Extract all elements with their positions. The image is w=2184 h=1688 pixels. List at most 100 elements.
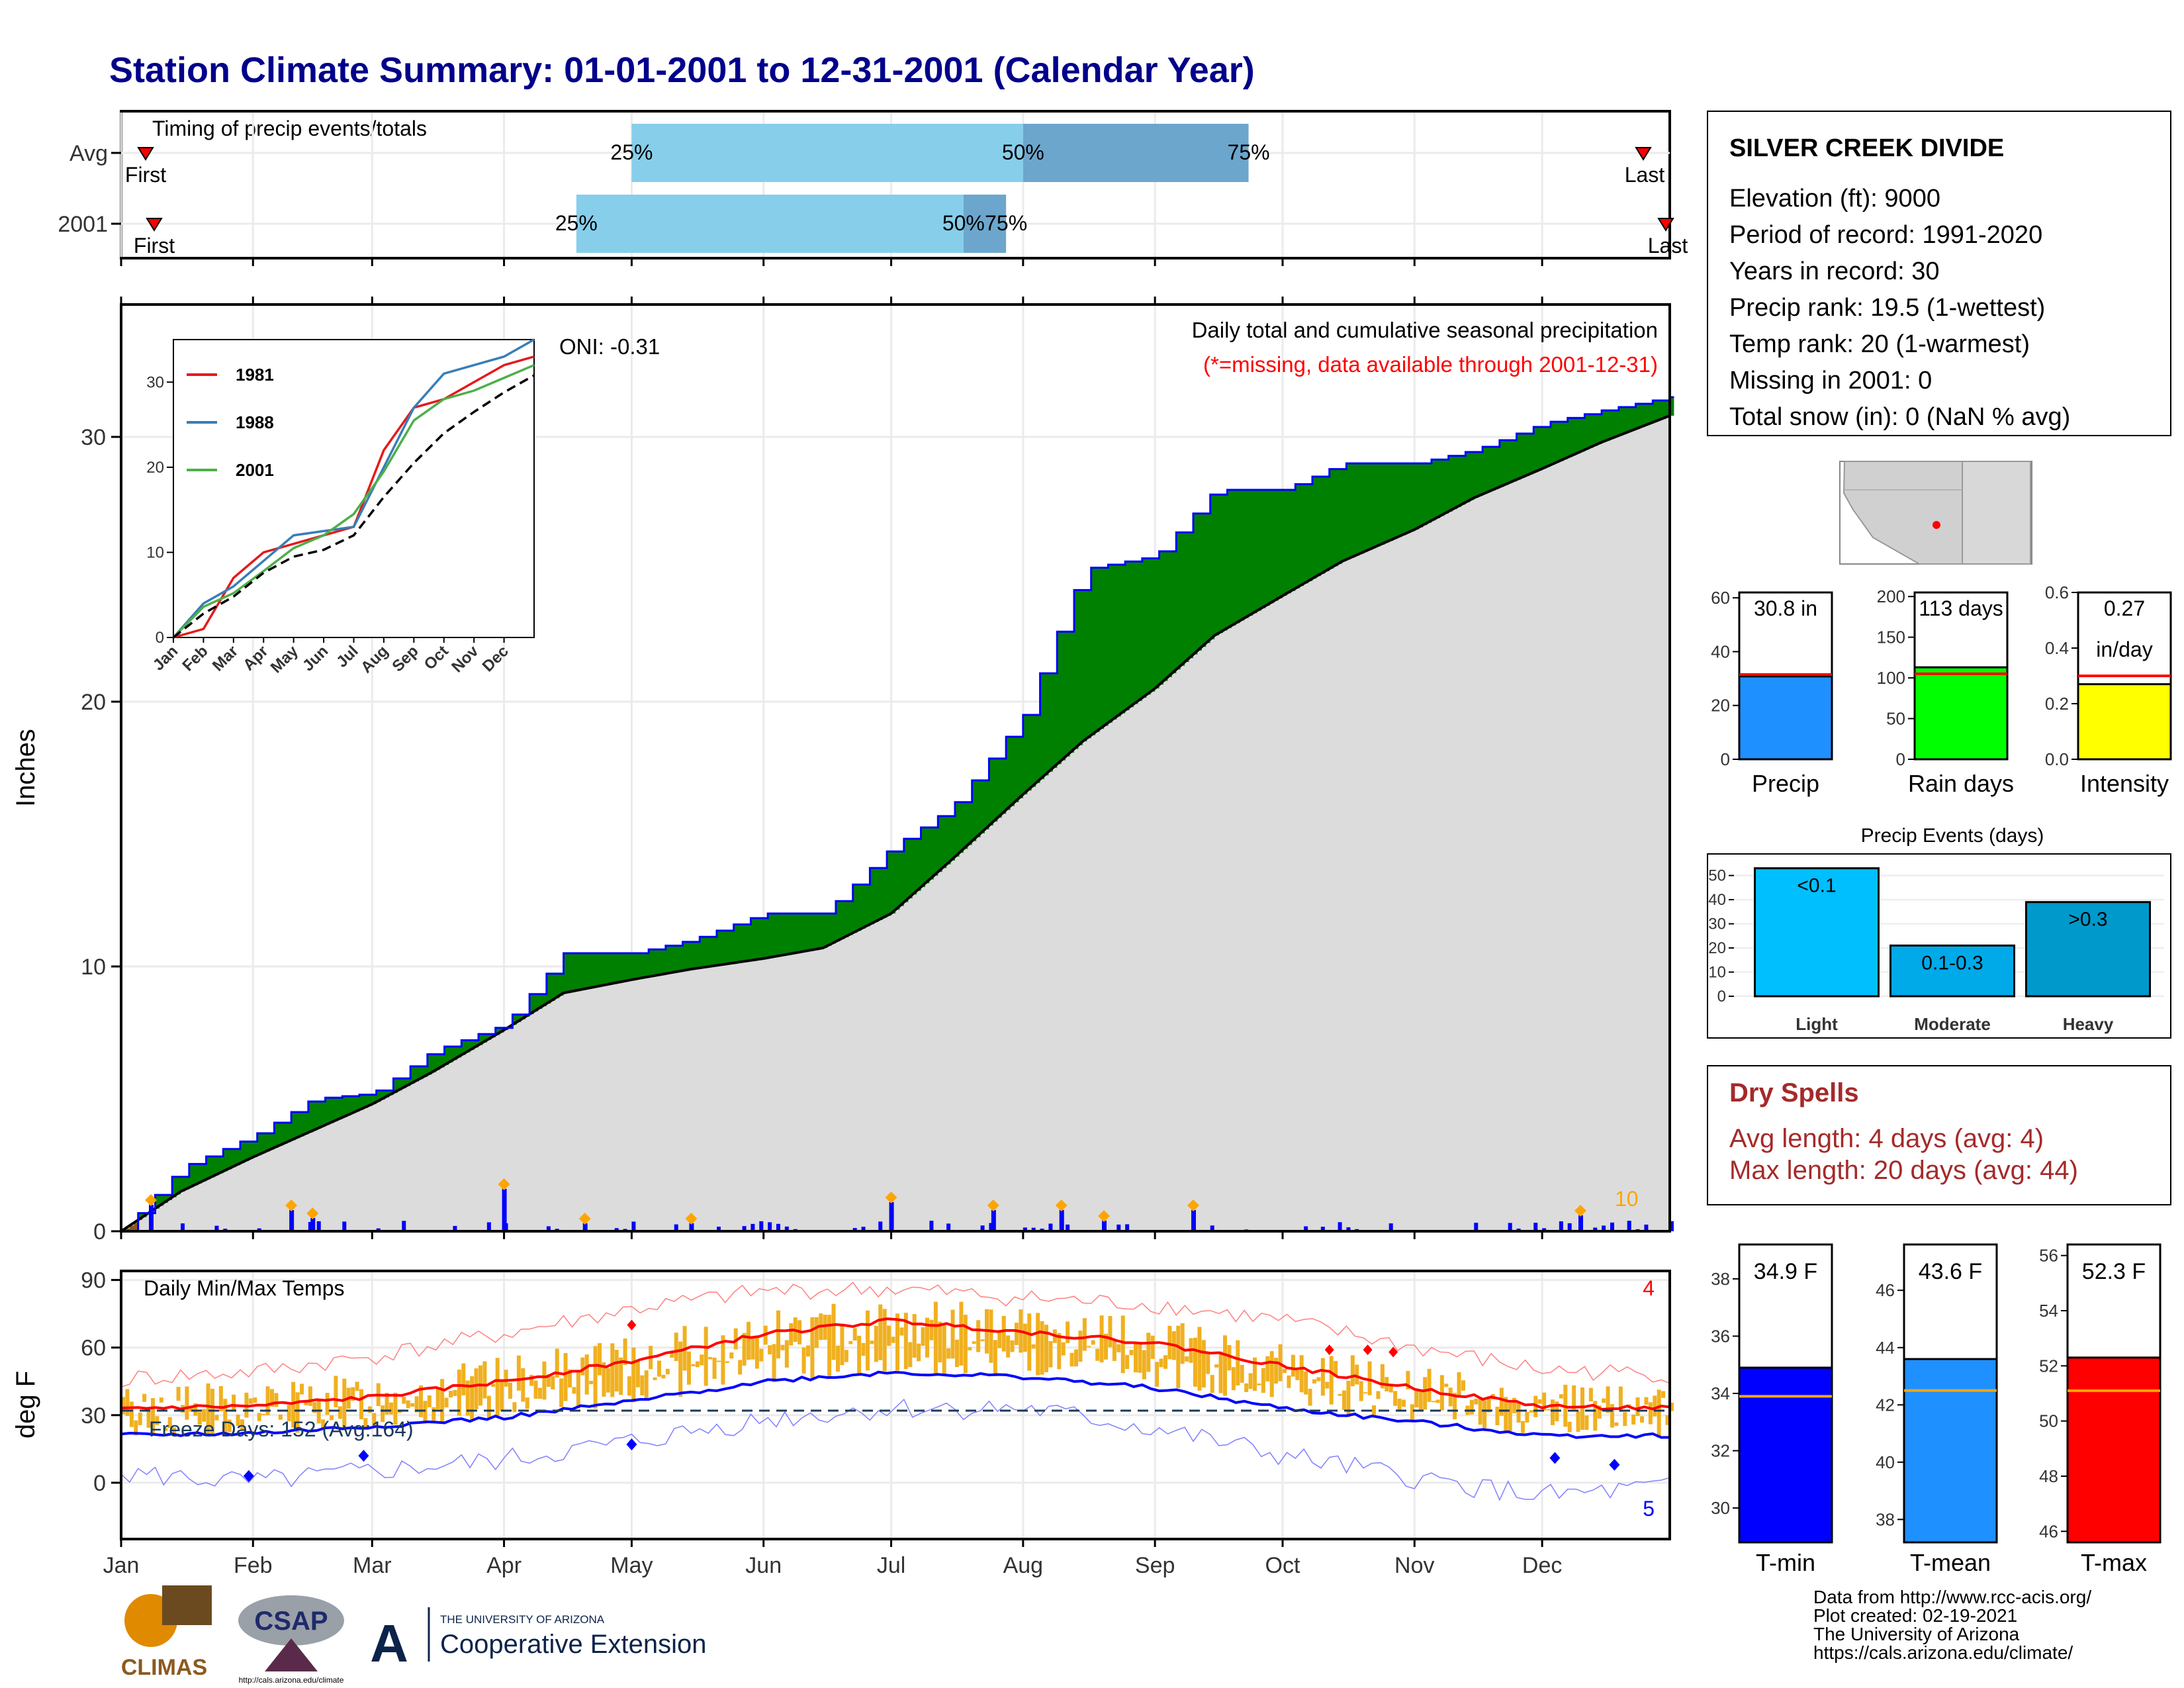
- daily-temp-range: [899, 1327, 904, 1336]
- summary-bar: [1738, 675, 1833, 761]
- daily-precip-bar: [742, 1226, 747, 1231]
- daily-precip-bar: [546, 1226, 551, 1231]
- first-event-label: First: [125, 163, 166, 187]
- daily-temp-range: [1159, 1358, 1163, 1368]
- daily-temp-range: [1010, 1340, 1015, 1352]
- events-category-label: Moderate: [1914, 1014, 1991, 1034]
- daily-temp-range: [1006, 1335, 1011, 1358]
- daily-temp-range: [1044, 1325, 1048, 1373]
- daily-temp-range: [640, 1375, 645, 1395]
- daily-temp-range: [330, 1415, 334, 1421]
- daily-temp-range: [1516, 1401, 1521, 1423]
- daily-temp-range: [751, 1336, 755, 1360]
- daily-temp-range: [1486, 1397, 1491, 1413]
- record-high-marker: [1363, 1344, 1373, 1356]
- daily-temp-range: [1525, 1411, 1529, 1423]
- daily-temp-range: [1393, 1391, 1398, 1406]
- timing-pct-label: 75%: [1228, 140, 1270, 164]
- daily-temp-range: [427, 1395, 432, 1408]
- daily-temp-range: [312, 1402, 317, 1413]
- summary-bar: [1913, 666, 2009, 761]
- daily-temp-range: [491, 1383, 496, 1387]
- daily-temp-range: [589, 1380, 594, 1385]
- temp-bar-ytick-label: 30: [1711, 1498, 1730, 1518]
- daily-temp-range: [827, 1315, 832, 1377]
- precip-ytick-label: 30: [81, 425, 106, 450]
- daily-temp-range: [801, 1347, 806, 1374]
- daily-temp-range: [963, 1315, 968, 1374]
- daily-temp-range: [593, 1346, 598, 1409]
- daily-temp-range: [257, 1413, 261, 1421]
- daily-temp-range: [1206, 1352, 1210, 1374]
- heavy-precip-marker: [285, 1199, 298, 1211]
- timing-bar-q25-q50: [631, 124, 1023, 182]
- daily-precip-bar: [1644, 1224, 1649, 1231]
- daily-temp-range: [857, 1335, 862, 1374]
- temp-bar-ytick-label: 34: [1711, 1383, 1730, 1403]
- daily-temp-range: [1210, 1375, 1214, 1393]
- daily-temp-range: [1116, 1344, 1121, 1352]
- daily-temp-range: [410, 1403, 415, 1407]
- daily-temp-range: [644, 1370, 649, 1401]
- daily-temp-range: [1287, 1375, 1291, 1388]
- daily-temp-range: [1155, 1362, 1160, 1387]
- summary-bar: [2077, 683, 2172, 761]
- daily-temp-range: [1129, 1350, 1134, 1356]
- hot-count: 4: [1643, 1276, 1655, 1300]
- daily-temp-range: [687, 1351, 691, 1385]
- temp-background: [121, 1271, 1670, 1539]
- inset-legend-label: 1981: [236, 365, 274, 385]
- daily-precip-bar: [861, 1227, 866, 1231]
- temp-bar-ytick-label: 32: [1711, 1441, 1730, 1461]
- daily-temp-range: [1657, 1389, 1661, 1438]
- daily-temp-range: [874, 1325, 878, 1362]
- daily-temp-range: [1457, 1372, 1461, 1396]
- record-low-marker: [358, 1450, 369, 1462]
- daily-temp-range: [449, 1391, 453, 1398]
- daily-temp-range: [525, 1397, 529, 1409]
- daily-temp-range: [576, 1372, 580, 1409]
- daily-temp-range: [1201, 1340, 1206, 1388]
- daily-temp-range: [1355, 1364, 1359, 1385]
- csap-text: CSAP: [254, 1607, 328, 1636]
- daily-temp-range: [402, 1396, 406, 1404]
- daily-temp-range: [1223, 1335, 1227, 1396]
- year-cumulative-line: [121, 396, 1674, 1233]
- daily-temp-range: [946, 1348, 951, 1359]
- daily-temp-range: [959, 1301, 964, 1366]
- precip-ytick-label: 10: [81, 955, 106, 980]
- summary-bar-ytick-label: 20: [1711, 696, 1730, 716]
- temp-bar-ytick-label: 46: [2039, 1521, 2058, 1541]
- events-category-label: Heavy: [2063, 1014, 2114, 1034]
- daily-temp-range: [1537, 1399, 1542, 1404]
- daily-temp-range: [1653, 1395, 1657, 1417]
- daily-temp-range: [993, 1340, 997, 1376]
- daily-temp-range: [1453, 1393, 1457, 1420]
- daily-temp-range: [372, 1413, 377, 1426]
- temp-bar-ytick-label: 50: [2039, 1411, 2058, 1431]
- summary-bar-ytick-label: 0.0: [2045, 749, 2069, 769]
- heavy-precip-marker: [1187, 1199, 1199, 1211]
- precip-ytick-label: 20: [81, 690, 106, 715]
- csap-url: http://cals.arizona.edu/climate: [239, 1675, 344, 1685]
- daily-precip-bar: [674, 1224, 678, 1231]
- summary-bar-label: Rain days: [1908, 770, 2014, 797]
- daily-precip-bar: [149, 1205, 154, 1231]
- timing-bar-q50-q75: [1023, 124, 1249, 182]
- daily-temp-range: [129, 1401, 134, 1427]
- daily-temp-range: [917, 1343, 921, 1362]
- daily-temp-range: [1099, 1315, 1104, 1363]
- daily-precip-bar: [929, 1221, 934, 1231]
- temp-bar-ytick-label: 46: [1876, 1280, 1895, 1300]
- daily-temp-range: [1614, 1422, 1619, 1427]
- avg-cumulative-line: [120, 414, 1670, 1233]
- daily-temp-range: [1512, 1397, 1517, 1413]
- csap-mountain: [265, 1638, 318, 1671]
- daily-temp-range: [381, 1405, 385, 1423]
- daily-temp-range: [895, 1313, 899, 1371]
- daily-temp-range: [776, 1310, 780, 1359]
- daily-temp-range: [870, 1340, 874, 1344]
- daily-temp-range: [1197, 1327, 1202, 1391]
- daily-temp-range: [470, 1376, 475, 1421]
